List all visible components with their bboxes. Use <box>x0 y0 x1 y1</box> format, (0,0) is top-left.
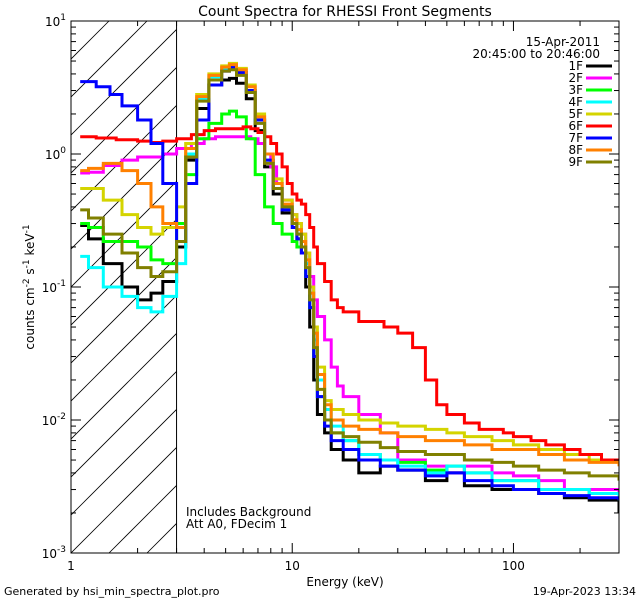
hatch-line <box>71 104 177 212</box>
chart-date: 15-Apr-2011 <box>526 35 600 49</box>
annotation-attenuator: Att A0, FDecim 1 <box>186 517 287 531</box>
legend-label-9F: 9F <box>568 155 583 169</box>
legend-label-1F: 1F <box>568 59 583 73</box>
x-tick-label: 100 <box>502 559 525 573</box>
series-7F <box>80 65 619 501</box>
hatch-line <box>71 28 177 136</box>
series-9F <box>80 68 619 481</box>
series-8F <box>80 63 619 467</box>
axis-ticks: 1 10 100 10-3 10-2 10-1 100 101 <box>42 13 620 573</box>
y-tick-label: 10-3 <box>42 545 66 561</box>
hatch-lines <box>71 21 177 553</box>
hatched-region <box>71 21 178 553</box>
series-layer <box>80 61 619 513</box>
x-tick-label: 10 <box>285 559 300 573</box>
legend-label-8F: 8F <box>568 143 583 157</box>
hatch-line <box>71 446 177 553</box>
legend-label-2F: 2F <box>568 71 583 85</box>
y-tick-label: 101 <box>45 13 66 29</box>
hatch-line <box>71 408 177 516</box>
series-6F <box>80 125 619 467</box>
annotation-background: Includes Background <box>186 505 311 519</box>
hatch-line <box>71 66 177 174</box>
legend-label-6F: 6F <box>568 119 583 133</box>
hatch-line <box>71 370 177 478</box>
x-tick-label: 1 <box>67 559 75 573</box>
footer-timestamp: 19-Apr-2023 13:34 <box>533 585 636 598</box>
legend-label-7F: 7F <box>568 131 583 145</box>
legend-label-5F: 5F <box>568 107 583 121</box>
legend-label-3F: 3F <box>568 83 583 97</box>
series-5F <box>80 61 619 467</box>
legend-label-4F: 4F <box>568 95 583 109</box>
plot-frame <box>70 20 620 554</box>
y-axis-label: counts cm-2 s-1 keV-1 <box>22 224 37 349</box>
hatch-line <box>71 256 177 364</box>
x-axis-label: Energy (keV) <box>306 575 383 589</box>
y-tick-label: 10-2 <box>42 412 66 428</box>
chart-time-range: 20:45:00 to 20:46:00 <box>473 47 600 61</box>
hatch-line <box>71 294 177 402</box>
y-tick-label: 100 <box>45 146 66 162</box>
footer-generated: Generated by hsi_min_spectra_plot.pro <box>4 585 220 598</box>
y-tick-label: 10-1 <box>42 279 66 295</box>
chart-title: Count Spectra for RHESSI Front Segments <box>198 4 492 20</box>
